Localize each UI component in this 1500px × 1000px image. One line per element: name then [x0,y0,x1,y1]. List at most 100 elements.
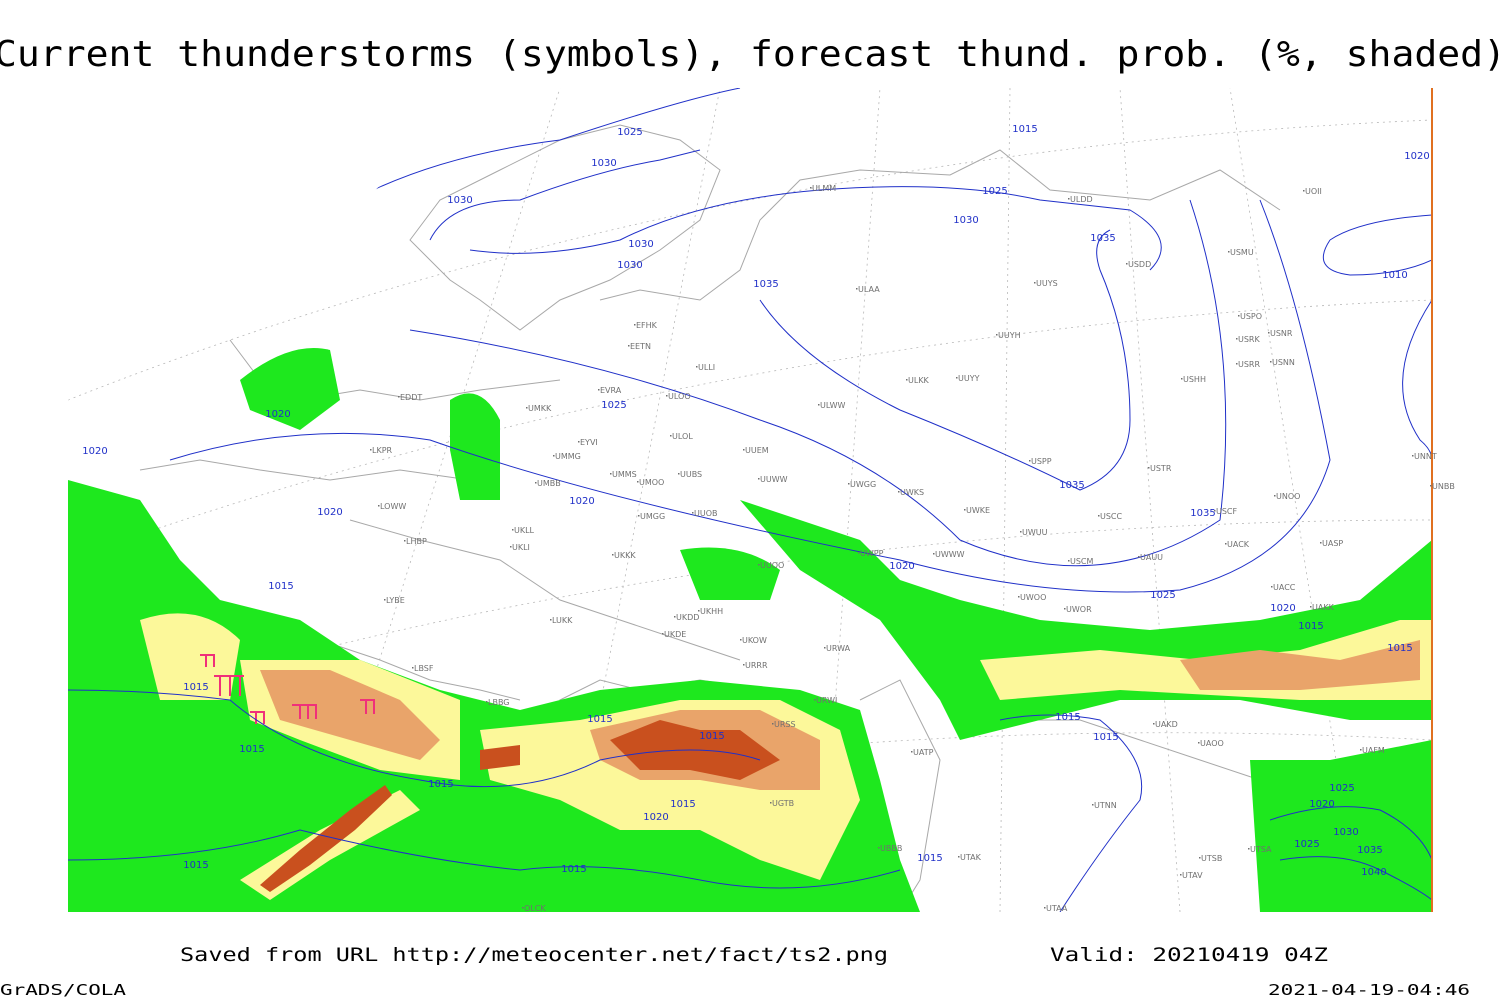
station-label: UAKD [1155,720,1178,729]
station-label: UTAA [1046,904,1068,913]
station-marker [1214,510,1216,512]
station-marker [370,449,372,451]
station-marker [612,554,614,556]
station-label: EYVI [580,438,598,447]
station-marker [698,610,700,612]
station-marker [758,564,760,566]
isobar-label: 1015 [268,581,293,592]
station-marker [662,633,664,635]
station-marker [634,324,636,326]
station-label: UASP [1322,539,1343,548]
station-marker [1270,361,1272,363]
station-marker [1018,596,1020,598]
station-marker [1303,190,1305,192]
station-label: ULMM [812,184,836,193]
isobar-label: 1010 [1382,270,1407,281]
station-marker [512,529,514,531]
isobar-label: 1025 [1294,839,1319,850]
isobar-label: 1035 [1357,845,1382,856]
isobar-label: 1015 [428,779,453,790]
station-label: UMMG [555,452,581,461]
station-marker [1126,263,1128,265]
station-marker [810,187,812,189]
station-marker [526,407,528,409]
station-marker [958,856,960,858]
station-label: UOII [1305,187,1322,196]
station-marker [696,366,698,368]
station-label: UNBB [1432,482,1455,491]
isobar-label: 1040 [1361,867,1386,878]
station-label: LBBG [488,698,510,707]
station-marker [878,847,880,849]
station-label: UKKK [614,551,636,560]
station-marker [743,664,745,666]
station-label: USCC [1100,512,1123,521]
station-marker [933,553,935,555]
station-marker [638,515,640,517]
station-label: EFHK [636,321,658,330]
station-label: USMU [1230,248,1254,257]
station-label: UTAV [1182,871,1203,880]
isobar-label: 1015 [1298,621,1323,632]
station-marker [510,546,512,548]
station-marker [911,751,913,753]
station-label: OLCK [524,904,546,913]
isobar-label: 1015 [917,853,942,864]
isobar-label: 1015 [670,799,695,810]
station-label: USTR [1150,464,1172,473]
station-marker [1138,556,1140,558]
station-marker [1034,282,1036,284]
station-label: LOWW [380,502,406,511]
station-label: UUOB [694,509,718,518]
software: GrADS/COLA [0,981,126,999]
station-marker [1199,857,1201,859]
station-marker [758,478,760,480]
station-marker [1271,586,1273,588]
station-marker [1180,874,1182,876]
station-label: URWI [816,696,837,705]
station-label: ULLI [698,363,715,372]
station-marker [666,395,668,397]
timestamp: 2021-04-19-04:46 [1268,981,1470,999]
isobar-label: 1015 [1055,712,1080,723]
station-label: UUBS [680,470,702,479]
station-label: LYBE [386,596,405,605]
isobar-label: 1035 [1059,480,1084,491]
station-label: UWUU [1022,528,1048,537]
station-label: UWPP [860,549,884,558]
station-label: UACC [1273,583,1296,592]
map-labels: 1025 1015 1030 1030 1025 1030 1030 1030 1035 1035… [82,124,1455,913]
thunderstorm-probability [68,348,1432,912]
station-marker [1181,378,1183,380]
station-label: USPO [1240,312,1262,321]
station-marker [1044,907,1046,909]
station-label: UGTB [772,799,794,808]
station-label: UTSB [1201,854,1222,863]
isobar-label: 1015 [699,731,724,742]
isobar-label: 1025 [617,127,642,138]
station-marker [1430,485,1432,487]
station-label: EDDT [400,393,422,402]
station-marker [1064,608,1066,610]
station-label: USRK [1238,335,1260,344]
title: Current thunderstorms (symbols), forecas… [0,34,1500,75]
isobar-label: 1035 [1190,508,1215,519]
station-label: ULOO [668,392,691,401]
station-marker [535,482,537,484]
station-label: UMMS [612,470,637,479]
station-label: USCF [1216,507,1238,516]
station-label: ULAA [858,285,880,294]
station-label: UAUU [1140,553,1163,562]
station-label: USPP [1031,457,1052,466]
station-label: UKLI [512,543,530,552]
station-label: UWGG [850,480,876,489]
station-marker [637,481,639,483]
station-marker [1020,531,1022,533]
station-marker [814,699,816,701]
station-marker [1412,455,1414,457]
station-label: UUYS [1036,279,1058,288]
station-label: UNNT [1414,452,1437,461]
station-label: UNOO [1276,492,1300,501]
isobar-label: 1020 [643,812,668,823]
